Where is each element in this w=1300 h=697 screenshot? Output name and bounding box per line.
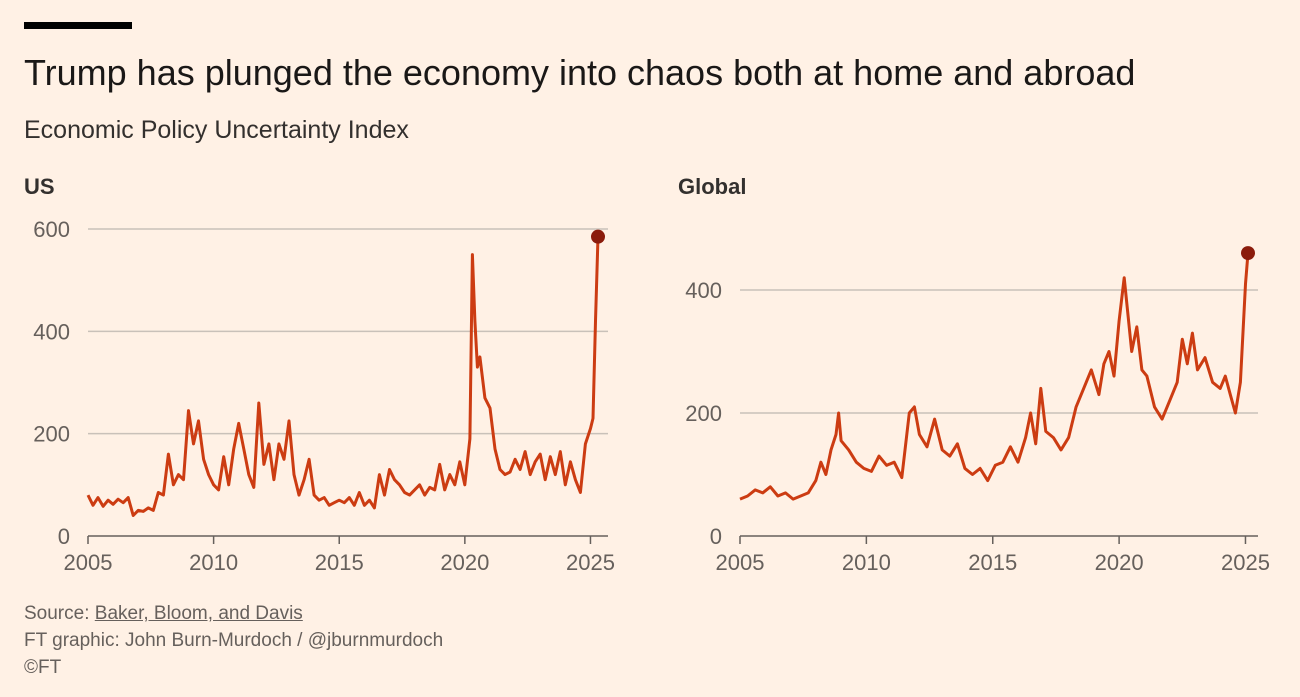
y-tick-label: 0 [58, 524, 70, 549]
charts-svg: US 0 200 400 600 2005 2010 2015 2020 2025 Global 0… [24, 174, 1270, 575]
x-tick-label: 2015 [968, 550, 1017, 575]
x-tick-label: 2010 [189, 550, 238, 575]
ft-top-bar [24, 22, 132, 29]
source-line: Source: Baker, Bloom, and Davis [24, 600, 443, 627]
x-tick-label: 2025 [1221, 550, 1270, 575]
footer: Source: Baker, Bloom, and Davis FT graph… [24, 600, 443, 681]
x-tick-label: 2010 [842, 550, 891, 575]
y-tick-label: 0 [710, 524, 722, 549]
global-panel: Global 0 200 400 2005 2010 2015 2020 2025 [678, 174, 1270, 575]
x-tick-label: 2005 [716, 550, 765, 575]
latest-value-marker [591, 229, 605, 244]
copyright: ©FT [24, 657, 62, 678]
y-tick-label: 200 [33, 422, 70, 447]
source-prefix: Source: [24, 603, 95, 624]
y-tick-label: 600 [33, 217, 70, 242]
chart-title: Trump has plunged the economy into chaos… [24, 52, 1136, 93]
x-tick-label: 2025 [566, 550, 615, 575]
series-line [86, 236, 600, 517]
series-line [739, 252, 1250, 501]
x-tick-label: 2005 [64, 550, 113, 575]
x-tick-label: 2015 [315, 550, 364, 575]
y-tick-label: 400 [33, 319, 70, 344]
x-tick-label: 2020 [1095, 550, 1144, 575]
graphic-credit: FT graphic: John Burn-Murdoch / @jburnmu… [24, 630, 444, 651]
latest-value-marker [1241, 246, 1255, 261]
panel-title: Global [678, 174, 746, 199]
chart-subtitle: Economic Policy Uncertainty Index [24, 116, 409, 144]
us-panel: US 0 200 400 600 2005 2010 2015 2020 2025 [24, 174, 615, 575]
source-link[interactable]: Baker, Bloom, and Davis [94, 603, 303, 624]
panel-title: US [24, 174, 55, 199]
y-tick-label: 400 [685, 278, 722, 303]
y-tick-label: 200 [685, 401, 722, 426]
x-tick-label: 2020 [440, 550, 489, 575]
